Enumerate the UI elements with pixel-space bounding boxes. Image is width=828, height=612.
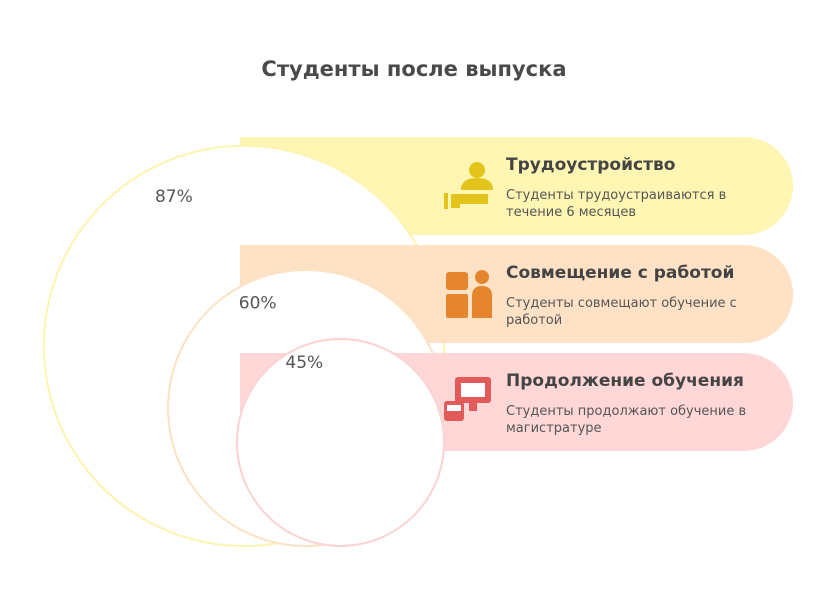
icon-part [444,193,448,209]
value-label: 45% [285,353,323,373]
icon [444,377,491,421]
icon-part [472,286,492,318]
icon-part [447,405,461,411]
item-title: Трудоустройство [506,155,675,175]
item-title: Продолжение обучения [506,371,744,391]
item: 45% Продолжение обучения [236,338,793,547]
icon [444,162,493,209]
icon-part [446,272,468,290]
icon-part [451,194,488,208]
value-label: 60% [239,294,277,314]
item-description: Студенты трудоустраиваются в течение 6 м… [506,188,727,220]
icon-part [475,270,489,284]
value-label: 87% [155,187,193,207]
icon-part [461,383,485,397]
icon-part [469,162,485,178]
icon-part [461,178,493,190]
title: Студенты после выпуска [261,57,566,81]
icon [446,270,492,318]
icon-part [446,294,468,318]
item-title: Совмещение с работой [506,263,734,283]
circle [236,338,445,547]
icon-part [469,403,477,411]
item-description: Студенты совмещают обучение с работой [506,296,737,328]
item-description: Студенты продолжают обучение в магистрат… [506,404,747,436]
